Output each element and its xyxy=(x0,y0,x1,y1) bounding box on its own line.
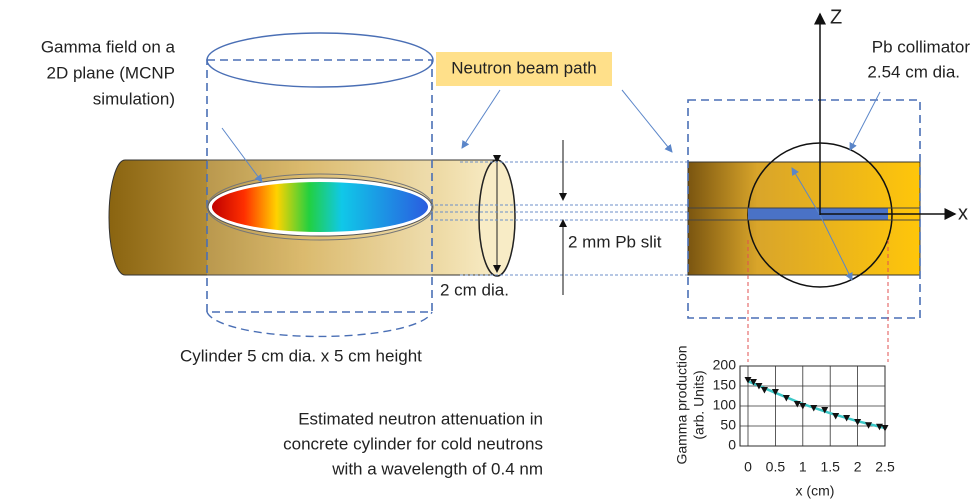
arrow xyxy=(622,90,672,152)
label: 2D plane (MCNP xyxy=(47,63,176,82)
x-tick-label: 0.5 xyxy=(766,459,786,475)
cylinder-bottom xyxy=(207,312,432,336)
left-assembly xyxy=(109,33,688,336)
y-tick-label: 50 xyxy=(720,417,736,433)
label: Estimated neutron attenuation in xyxy=(298,409,543,428)
label: with a wavelength of 0.4 nm xyxy=(331,459,543,478)
axis-label: x xyxy=(958,202,968,224)
diagram: Gamma field on a 2D plane (MCNP simulati… xyxy=(0,0,975,503)
y-axis-title: Gamma production xyxy=(674,345,690,464)
label: 2 mm Pb slit xyxy=(568,232,662,251)
gamma-field xyxy=(212,182,428,232)
y-tick-label: 0 xyxy=(728,437,736,453)
y-tick-label: 100 xyxy=(713,397,737,413)
y-axis-title: (arb. Units) xyxy=(691,370,707,439)
label: simulation) xyxy=(93,89,175,108)
arrow xyxy=(462,90,500,148)
label: Neutron beam path xyxy=(451,58,597,77)
x-tick-label: 0 xyxy=(744,459,752,475)
y-tick-label: 150 xyxy=(713,377,737,393)
chart: x (cm) Gamma production (arb. Units) 0 50… xyxy=(674,345,895,498)
y-tick-label: 200 xyxy=(713,357,737,373)
x-tick-label: 1.5 xyxy=(820,459,840,475)
x-tick-label: 1 xyxy=(799,459,807,475)
label: 2 cm dia. xyxy=(440,280,509,299)
x-tick-label: 2 xyxy=(854,459,862,475)
label: Pb collimator xyxy=(872,37,971,56)
label: 2.54 cm dia. xyxy=(867,62,960,81)
label: Cylinder 5 cm dia. x 5 cm height xyxy=(180,346,422,365)
x-axis-title: x (cm) xyxy=(796,483,835,499)
label: concrete cylinder for cold neutrons xyxy=(283,434,543,453)
label: Gamma field on a xyxy=(41,37,176,56)
x-tick-label: 2.5 xyxy=(875,459,895,475)
axis-label: Z xyxy=(830,6,842,28)
